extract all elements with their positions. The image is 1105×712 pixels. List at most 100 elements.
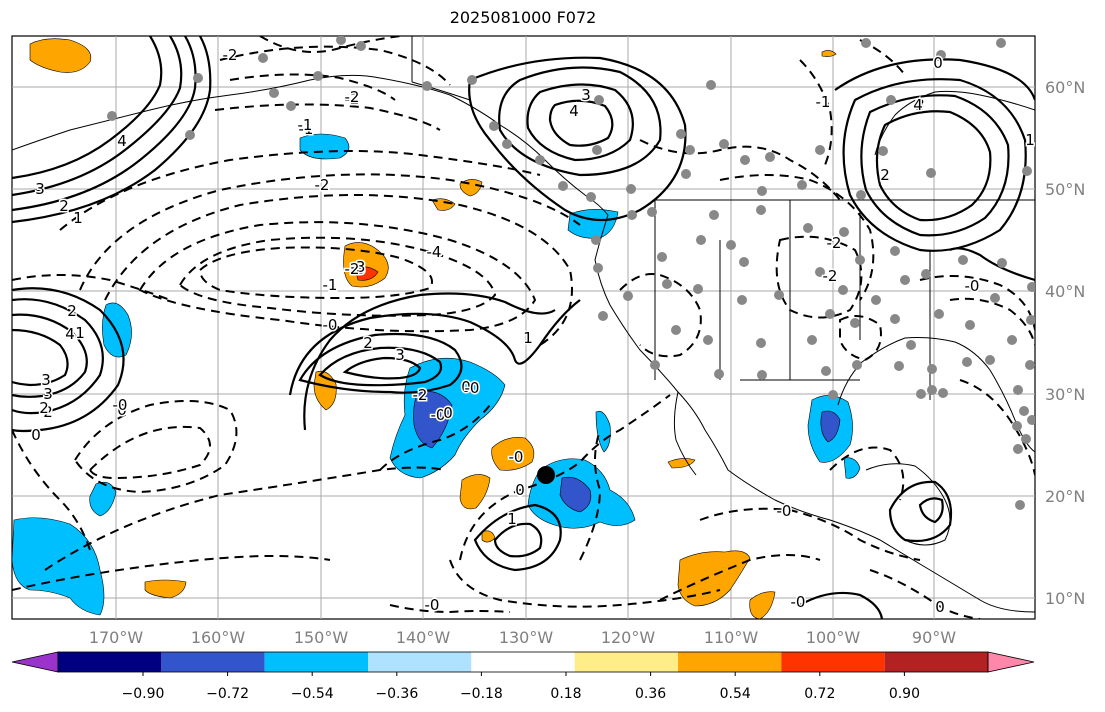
colorbar-tick-label: −0.18 — [460, 686, 503, 702]
contour-label: 4 — [569, 102, 579, 120]
blue-shade — [12, 517, 105, 616]
contour-label: -3 — [351, 258, 366, 276]
contour-label: -4 — [427, 243, 442, 261]
contour-label: 0 — [515, 481, 525, 499]
contour-label: -0 — [777, 502, 792, 520]
contour-label: 2 — [363, 334, 373, 352]
colorbar-segment — [368, 652, 472, 672]
red-shade — [354, 266, 379, 281]
map-frame — [11, 35, 1036, 620]
contour-label: 4 — [65, 325, 75, 343]
orange-shade — [431, 198, 456, 211]
contour-label: -0 — [965, 277, 980, 295]
dark-blue-shade — [559, 476, 592, 513]
orange-shade — [491, 437, 535, 471]
colorbar-extend-low — [11, 651, 59, 673]
contour-label: -2 — [345, 90, 360, 108]
contour-label: -3 — [351, 260, 366, 278]
latitude-labels: 60°N 50°N 40°N 30°N 20°N 10°N — [1045, 78, 1085, 608]
contour-label: 2 — [67, 302, 77, 320]
lat-label: 30°N — [1045, 385, 1085, 404]
contour-label: 3 — [41, 371, 51, 389]
contour-label: 3 — [395, 346, 405, 364]
contour-label: -1 — [298, 116, 313, 134]
colorbar-tick-label: 0.90 — [889, 686, 920, 702]
contour-label: 2 — [880, 166, 890, 184]
contour-label: -2 — [827, 234, 842, 252]
blue-shade — [102, 302, 132, 358]
contour-label: -2 — [223, 46, 238, 64]
contour-label: 0 — [117, 401, 127, 419]
colorbar-tick-label: 0.18 — [550, 686, 581, 702]
contour-label: -2 — [315, 176, 330, 194]
dark-blue-shade — [413, 391, 453, 449]
contour-label: 2 — [43, 403, 53, 421]
orange-shade — [667, 458, 696, 469]
contour-label: -0 — [113, 396, 128, 414]
map-title: 2025081000 F072 — [449, 8, 597, 27]
lon-label: 160°W — [191, 628, 246, 647]
lon-label: 120°W — [601, 628, 656, 647]
orange-shade — [144, 579, 187, 599]
contour-label: -0 — [431, 406, 446, 424]
lon-label: 170°W — [89, 628, 144, 647]
contour-label: 0 — [31, 426, 41, 444]
colorbar-tick-label: 0.72 — [804, 686, 835, 702]
colorbar-segment — [781, 652, 885, 672]
colorbar-tick-label: −0.36 — [375, 686, 418, 702]
colorbar-segment — [264, 652, 368, 672]
orange-shade — [481, 530, 496, 543]
contour-label: -0 — [509, 448, 524, 466]
lon-label: 90°W — [912, 628, 956, 647]
contour-label: 1 — [507, 510, 517, 528]
contour-label: -0 — [465, 379, 480, 397]
longitude-labels: 170°W 160°W 150°W 140°W 130°W 120°W 110°… — [89, 628, 956, 647]
contour-label: -2 — [345, 88, 360, 106]
blue-shade — [843, 457, 861, 479]
lon-label: 110°W — [704, 628, 759, 647]
contour-label: -0 — [323, 316, 338, 334]
lon-label: 150°W — [294, 628, 349, 647]
contour-label: 3 — [915, 96, 925, 114]
orange-shade — [677, 550, 751, 607]
contour-label: 4 — [913, 96, 923, 114]
coastlines — [12, 36, 1035, 613]
contour-label: -2 — [413, 386, 428, 404]
contour-label: 1 — [523, 329, 533, 347]
contour-label: 1 — [73, 209, 83, 227]
colorbar-segment — [161, 652, 265, 672]
contour-label: -1 — [299, 120, 314, 138]
orange-shade — [459, 474, 491, 510]
contour-label: -2 — [823, 267, 838, 285]
colorbar-segment — [884, 652, 988, 672]
contour-label: -2 — [345, 260, 360, 278]
contour-label: 3 — [43, 385, 53, 403]
contour-label: 2 — [59, 197, 69, 215]
colorbar-segment — [471, 652, 575, 672]
colorbar-segment — [58, 652, 162, 672]
station-dots — [107, 36, 1035, 510]
lat-label: 20°N — [1045, 487, 1085, 506]
colorbar-tick-label: 0.36 — [635, 686, 666, 702]
contour-label: 1 — [1025, 131, 1035, 149]
contour-label: 0 — [443, 404, 453, 422]
contour-label: 1 — [75, 324, 85, 342]
contour-label: -1 — [323, 276, 338, 294]
lat-label: 60°N — [1045, 78, 1085, 97]
lon-label: 130°W — [499, 628, 554, 647]
colorbar-frame — [57, 651, 989, 673]
orange-shade — [749, 591, 776, 619]
colorbar-ticks: −0.90 −0.72 −0.54 −0.36 −0.18 0.18 0.36 0.54 0.7… — [122, 672, 920, 702]
lat-label: 40°N — [1045, 282, 1085, 301]
contour-label: 2 — [39, 399, 49, 417]
colorbar-tick-label: −0.90 — [122, 686, 165, 702]
contour-label: 0 — [935, 598, 945, 616]
colorbar-extend-high — [987, 651, 1035, 673]
lat-label: 10°N — [1045, 589, 1085, 608]
contour-label: 3 — [35, 180, 45, 198]
positive-contours — [12, 36, 1035, 619]
colorbar — [11, 651, 1035, 673]
colorbar-tick-label: −0.54 — [291, 686, 334, 702]
contour-label: -0 — [425, 596, 440, 614]
